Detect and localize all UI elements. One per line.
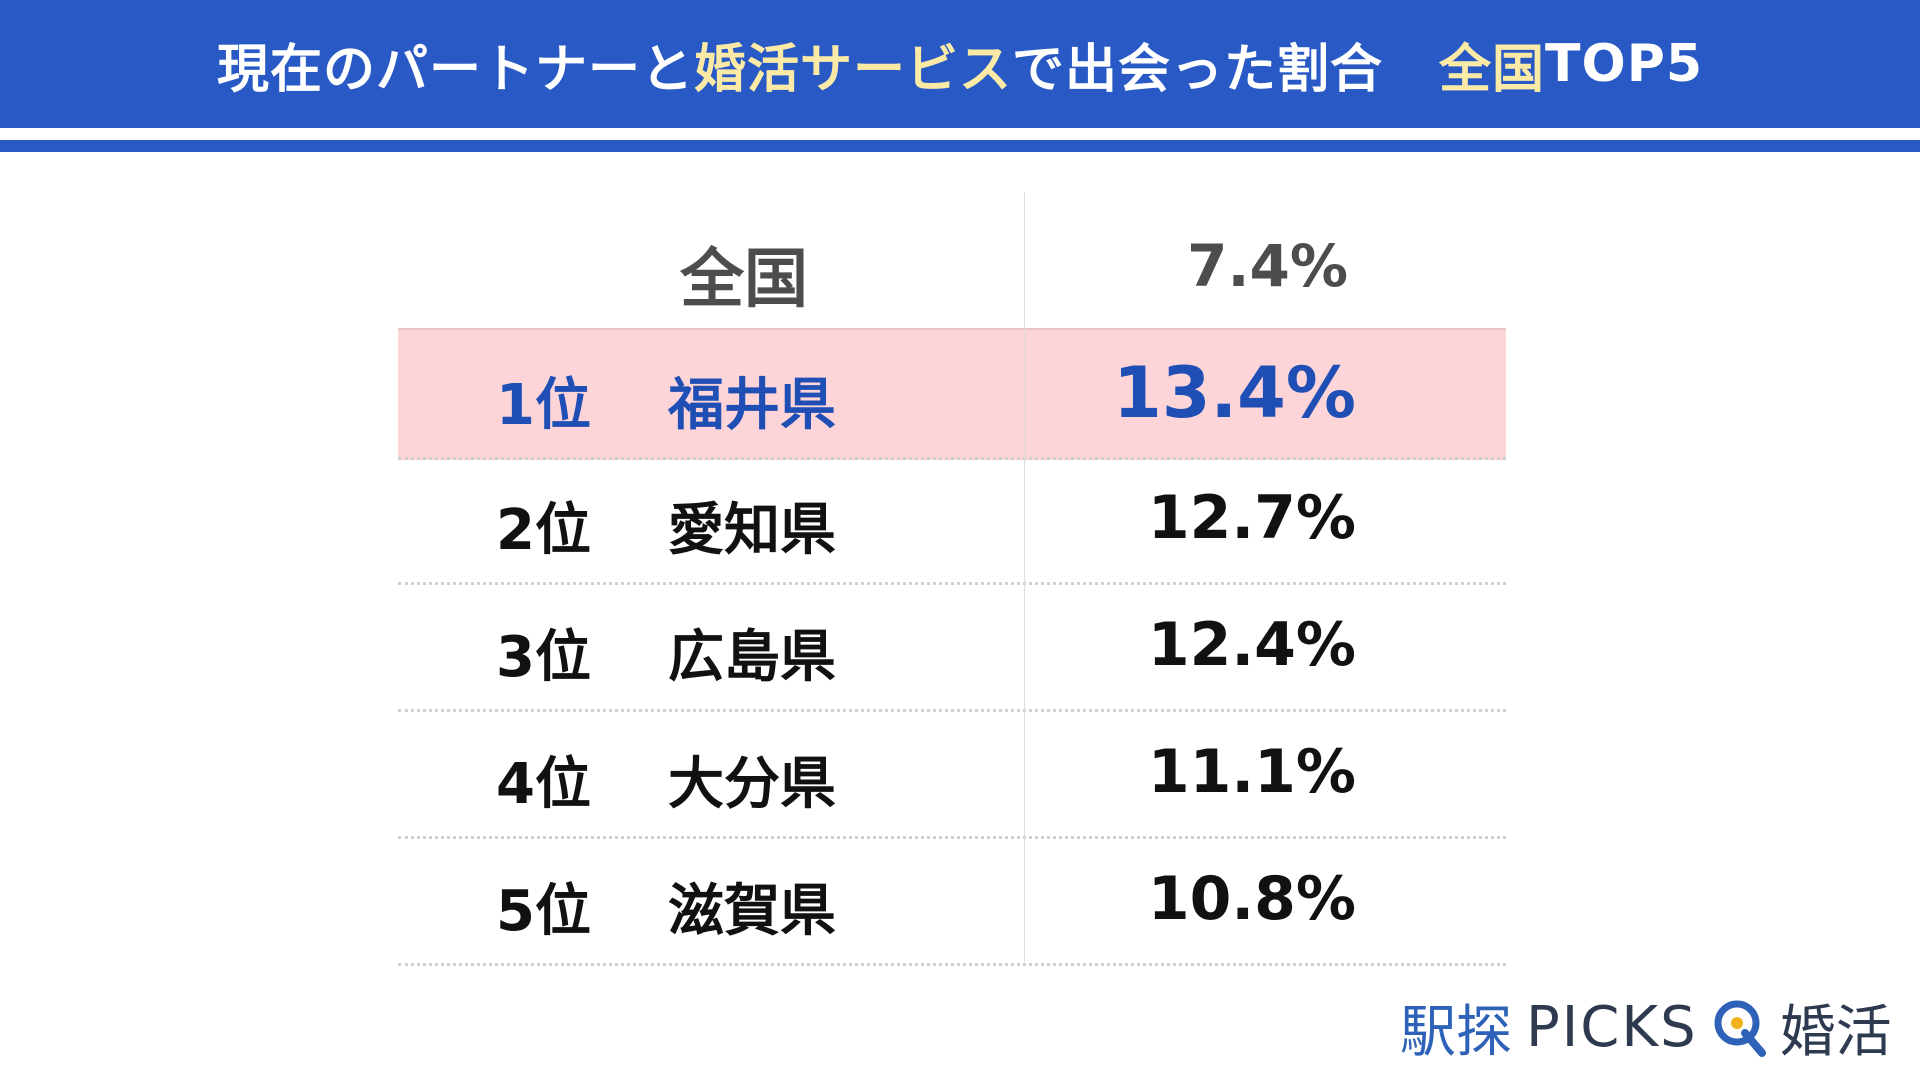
rank-row: 4位 大分県 11.1% [398,709,1506,839]
title-banner: 現在のパートナーと 婚活サービス で出会った割合 全国 TOP5 [0,0,1920,128]
title-part1: 現在のパートナーと [216,39,694,100]
rank-row: 3位 広島県 12.4% [398,582,1506,712]
prefecture-label: 愛知県 [668,498,836,563]
magnifier-q-icon [1714,1000,1766,1057]
percentage-value: 12.7% [1147,483,1356,553]
percentage-value: 12.4% [1147,610,1356,680]
header-underline [0,140,1920,152]
ranking-table: 全国 7.4% 1位 福井県 13.4% 2位 愛知県 12.7% 3位 広島県 12.4% 4位… [398,192,1506,966]
rank-row: 5位 滋賀県 10.8% [398,836,1506,966]
rank-label: 2位 [496,498,591,563]
rank-label: 5位 [496,879,591,944]
prefecture-label: 滋賀県 [668,879,836,944]
title-suffix: TOP5 [1545,34,1704,94]
national-label: 全国 [680,243,808,317]
rank-row: 2位 愛知県 12.7% [398,455,1506,585]
logo-brand: 駅探 [1400,999,1512,1065]
rank-row: 1位 福井県 13.4% [398,328,1506,460]
column-divider [1024,192,1025,962]
site-logo: 駅探 PICKS 婚活 [1400,992,1892,1065]
rank-label: 1位 [496,373,591,438]
logo-suffix: 婚活 [1779,999,1892,1065]
prefecture-label: 広島県 [668,625,836,690]
logo-picks: PICKS [1526,994,1698,1060]
rank-label: 4位 [496,752,591,817]
title-suffix-highlight: 全国 [1439,39,1546,100]
rank-label: 3位 [496,625,591,690]
prefecture-label: 大分県 [668,752,836,817]
title-highlight: 婚活サービス [694,39,1013,100]
title-part2: で出会った割合 [1012,39,1384,100]
national-value: 7.4% [1187,232,1348,300]
percentage-value: 10.8% [1147,864,1356,934]
national-row: 全国 7.4% [398,192,1506,328]
percentage-value: 11.1% [1147,737,1356,807]
percentage-value: 13.4% [1113,352,1356,434]
prefecture-label: 福井県 [668,373,836,438]
